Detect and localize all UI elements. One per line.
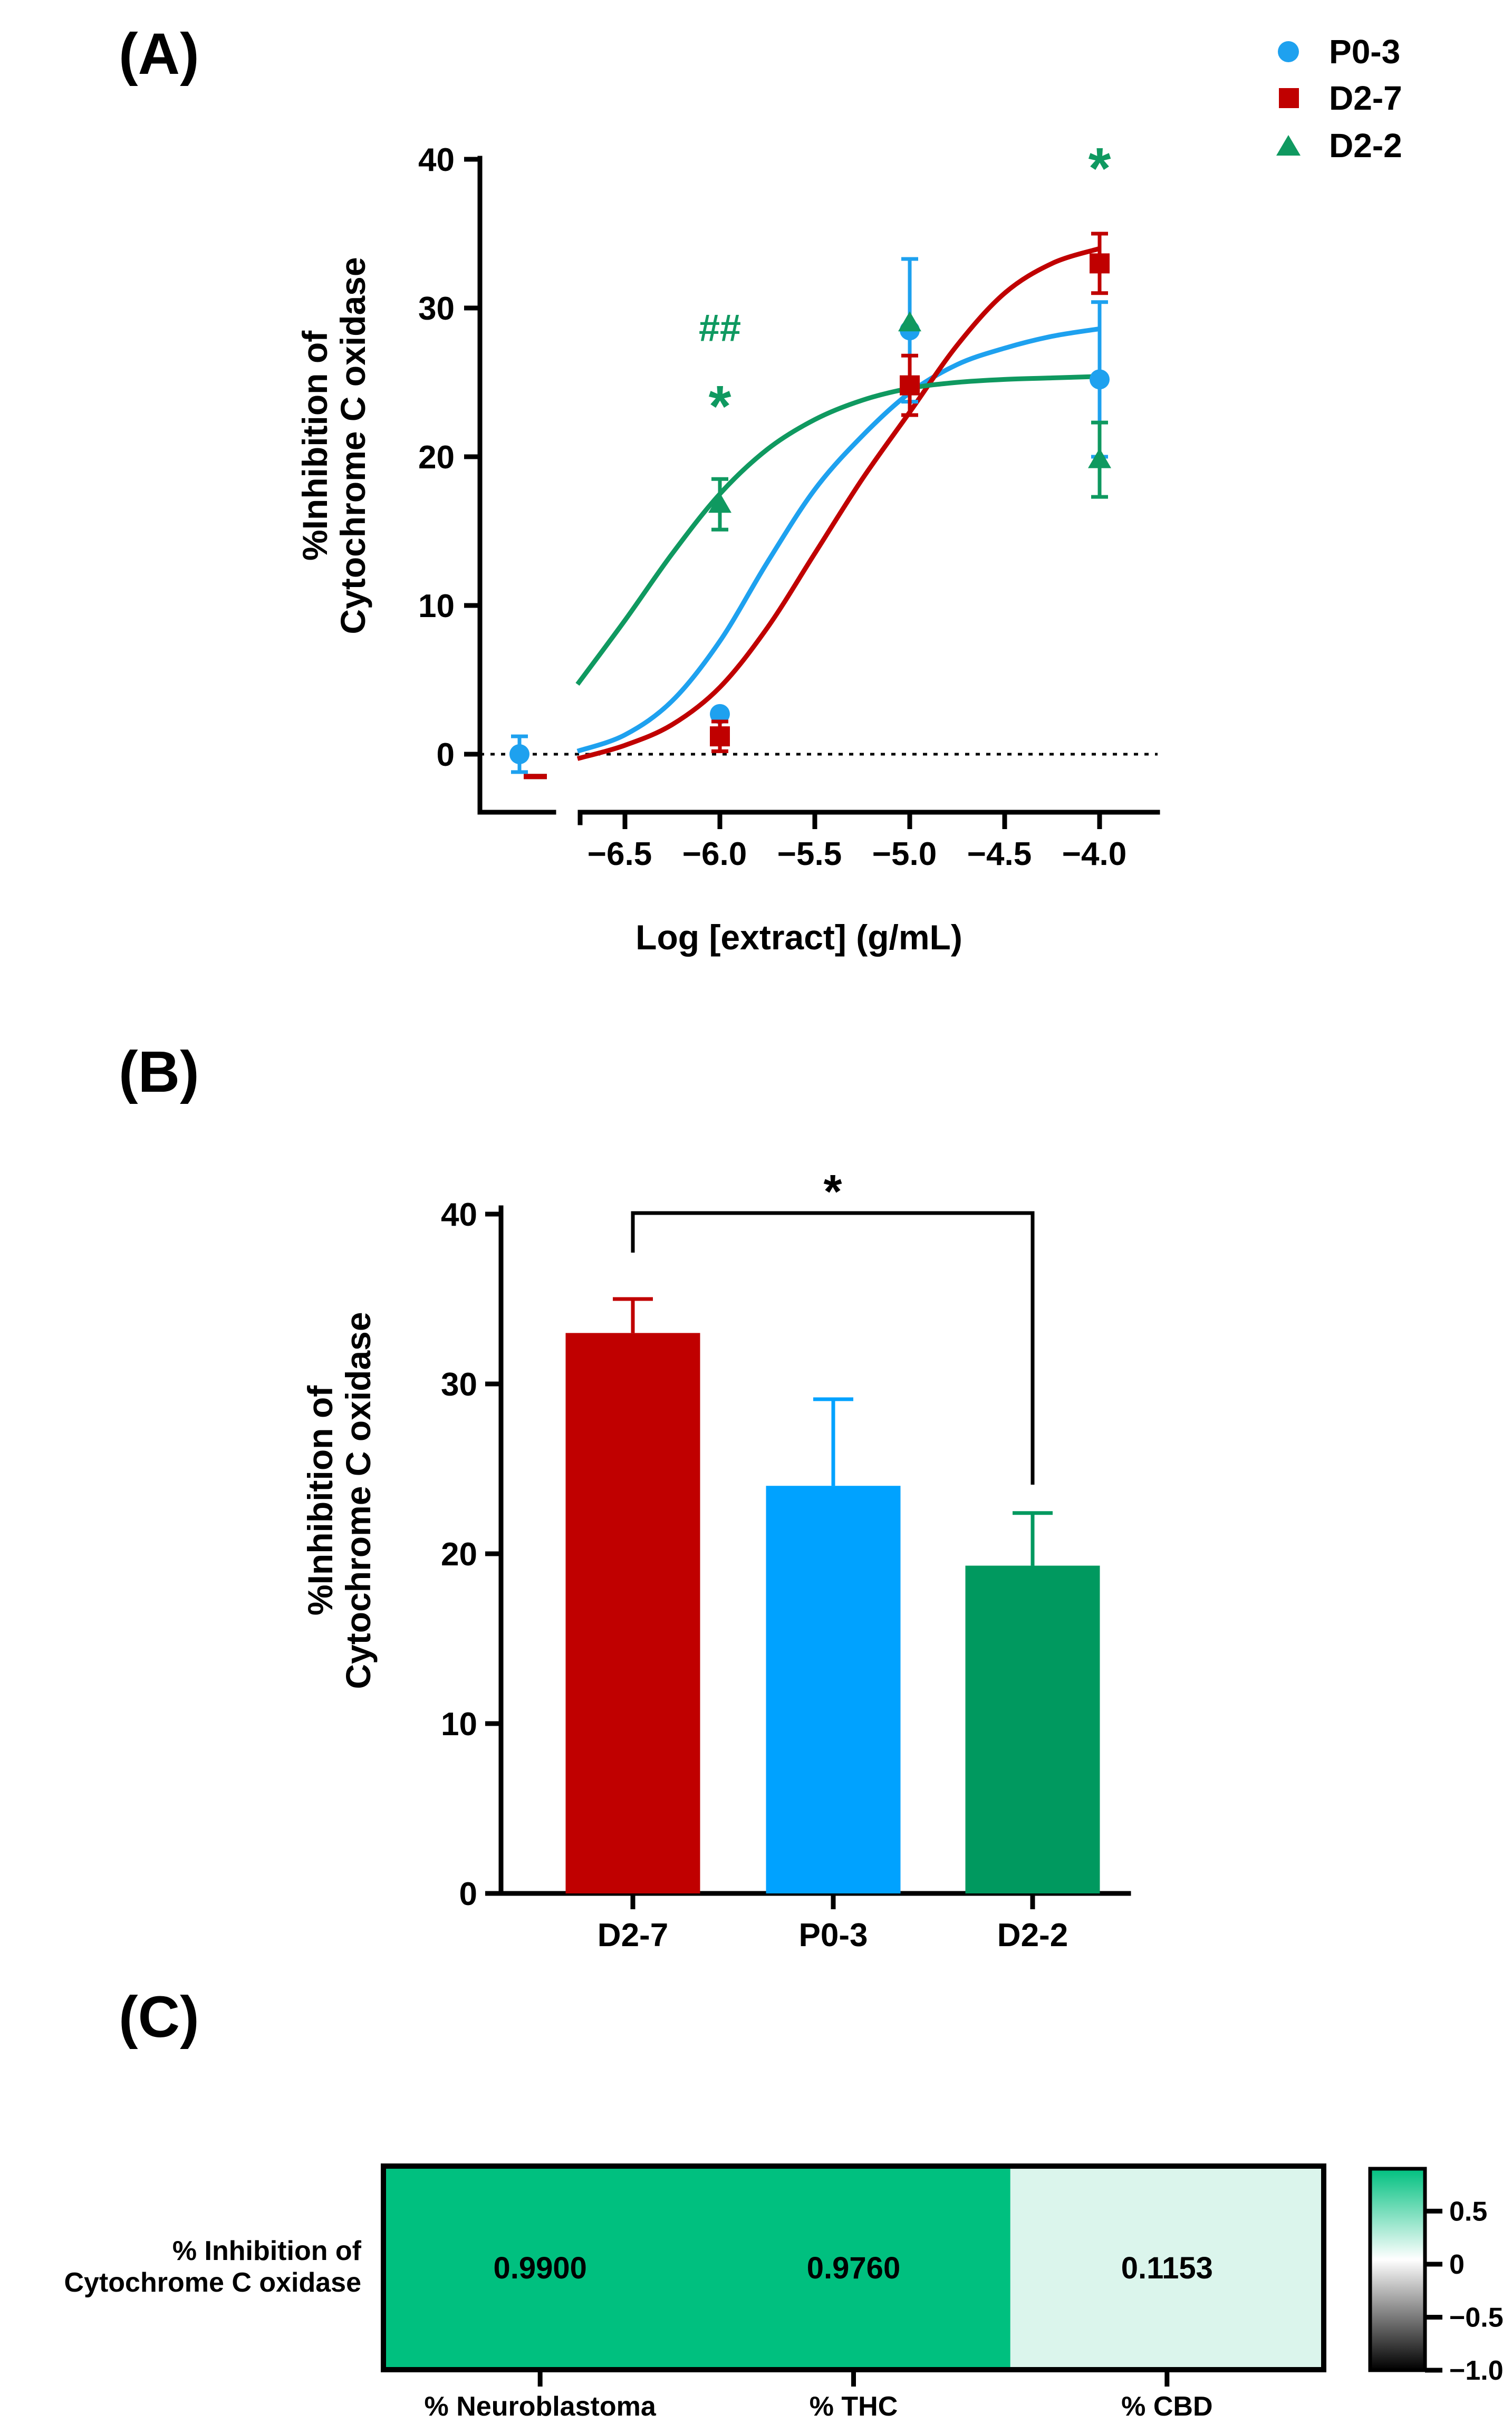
- colorbar-tick-label: −0.5: [1449, 2302, 1504, 2333]
- y-tick-label: 30: [418, 291, 455, 327]
- x-tick-label: −6.0: [682, 836, 747, 872]
- data-point-d2-7: [1090, 253, 1110, 274]
- panel-a-y-ticks: 0 10 20 30 40: [418, 142, 480, 773]
- x-tick-label: −6.5: [588, 836, 652, 872]
- y-axis-title-line-2: Cytochrome C oxidase: [333, 257, 372, 634]
- colorbar-tick-label: 0.5: [1449, 2196, 1487, 2227]
- bracket-significance-star: *: [823, 1166, 842, 1218]
- panel-a-x-axis-title: Log [extract] (g/mL): [635, 918, 962, 957]
- panel-a-label: (A): [119, 22, 199, 86]
- fit-curve-d2-2: [575, 374, 1100, 686]
- y-tick-label: 10: [441, 1706, 477, 1743]
- significance-mark: *: [1089, 136, 1111, 201]
- colorbar-tick-label: −1.0: [1449, 2355, 1504, 2386]
- data-point-d2-7: [900, 375, 920, 396]
- legend-marker-d2-2: [1276, 135, 1301, 156]
- row-label-line-1: % Inhibition of: [172, 2236, 362, 2266]
- heatmap-cell: [383, 2166, 698, 2370]
- data-point-d2-2: [898, 311, 921, 332]
- heatmap-cells: 0.9900 0.9760 0.1153: [383, 2166, 1324, 2370]
- bar-p0-3: [766, 1486, 901, 1893]
- y-tick-label: 0: [459, 1876, 477, 1912]
- legend-marker-p0-3: [1278, 41, 1299, 62]
- x-tick-label: D2-2: [997, 1917, 1068, 1954]
- fit-curve-d2-7: [576, 246, 1101, 761]
- panel-a-data-points: [509, 232, 1111, 780]
- x-tick-label: P0-3: [799, 1917, 868, 1954]
- significance-mark: ##: [699, 307, 741, 349]
- panel-b-y-ticks: 0 10 20 30 40: [441, 1197, 501, 1912]
- x-tick-label: −5.5: [777, 836, 842, 872]
- legend-label-d2-7: D2-7: [1329, 79, 1402, 117]
- heatmap-colorbar: 0.5 0 −0.5 −1.0: [1368, 2167, 1504, 2386]
- y-tick-label: 0: [437, 737, 455, 773]
- legend-marker-d2-7: [1279, 88, 1299, 108]
- heatmap-row-label: % Inhibition of Cytochrome C oxidase: [64, 2236, 362, 2298]
- error-bar-d2-2: [1013, 1511, 1053, 1566]
- colorbar-tick-label: 0: [1449, 2249, 1465, 2280]
- y-tick-label: 20: [441, 1536, 477, 1573]
- heatmap-cell-value: 0.1153: [1121, 2251, 1213, 2285]
- panel-a: (A) %Inhibition of Cytochrome C oxidase …: [119, 22, 1402, 957]
- column-label: % Neuroblastoma: [425, 2391, 657, 2422]
- heatmap-cell: [1010, 2166, 1324, 2370]
- y-axis-title-line-1: %Inhibition of: [301, 1385, 340, 1615]
- column-label: % THC: [810, 2391, 898, 2422]
- panel-b-label: (B): [119, 1040, 199, 1104]
- data-point-p0-3: [1090, 369, 1110, 390]
- panel-c-label: (C): [119, 1985, 199, 2050]
- panel-a-legend: P0-3 D2-7 D2-2: [1276, 33, 1402, 165]
- panel-b-comparison-bracket: *: [631, 1166, 1035, 1485]
- panel-b-bars: [565, 1297, 1100, 1893]
- y-tick-label: 10: [418, 588, 455, 624]
- data-point-d2-2: [708, 493, 731, 513]
- heatmap-cell-value: 0.9900: [493, 2251, 586, 2285]
- comparison-bracket-line: [631, 1211, 1035, 1485]
- significance-mark: *: [709, 374, 731, 439]
- data-point-d2-2: [1088, 448, 1111, 468]
- x-tick-label: −4.5: [967, 836, 1032, 872]
- column-label: % CBD: [1121, 2391, 1212, 2422]
- error-bar-d2-7: [613, 1297, 653, 1333]
- x-tick-label: −4.0: [1062, 836, 1126, 872]
- y-axis-title-line-1: %Inhibition of: [295, 330, 334, 561]
- panel-b-y-axis-title: %Inhibition of Cytochrome C oxidase: [301, 1312, 378, 1689]
- heatmap-cell-value: 0.9760: [807, 2251, 900, 2285]
- panel-a-x-ticks: −6.5 −6.0 −5.5 −5.0 −4.5 −4.0: [588, 812, 1126, 872]
- heatmap-cell: [697, 2166, 1011, 2370]
- y-tick-label: 20: [418, 439, 455, 476]
- control-point-p0-3: [509, 744, 529, 764]
- data-point-d2-7: [710, 726, 730, 747]
- row-label-line-2: Cytochrome C oxidase: [64, 2267, 362, 2298]
- x-tick-label: −5.0: [872, 836, 937, 872]
- control-point-d2-7: [524, 774, 547, 780]
- legend-label-p0-3: P0-3: [1329, 33, 1400, 71]
- y-axis-title-line-2: Cytochrome C oxidase: [339, 1312, 378, 1689]
- legend-label-d2-2: D2-2: [1329, 127, 1402, 165]
- data-point-p0-3: [710, 704, 730, 724]
- panel-c: (C) % Inhibition of Cytochrome C oxidase…: [64, 1985, 1504, 2424]
- heatmap-column-labels: % Neuroblastomacell death % THC % CBD: [425, 2370, 1213, 2424]
- panel-b: (B) %Inhibition of Cytochrome C oxidase …: [119, 1040, 1131, 1954]
- y-tick-label: 40: [441, 1197, 477, 1233]
- colorbar-gradient: [1368, 2167, 1427, 2372]
- y-tick-label: 30: [441, 1367, 477, 1403]
- panel-a-significance: * ## *: [699, 136, 1111, 439]
- fit-curve-p0-3: [576, 326, 1100, 754]
- x-tick-label: D2-7: [598, 1917, 668, 1954]
- colorbar-ticks: 0.5 0 −0.5 −1.0: [1425, 2196, 1504, 2386]
- error-bar-p0-3: [813, 1397, 853, 1486]
- panel-a-y-axis-title: %Inhibition of Cytochrome C oxidase: [295, 257, 372, 634]
- bar-d2-7: [565, 1333, 700, 1893]
- panel-a-fit-curves: [575, 246, 1101, 761]
- y-tick-label: 40: [418, 142, 455, 178]
- panel-b-x-tick-labels: D2-7 P0-3 D2-2: [598, 1893, 1068, 1954]
- column-label: cell death: [477, 2422, 603, 2424]
- bar-d2-2: [965, 1565, 1100, 1893]
